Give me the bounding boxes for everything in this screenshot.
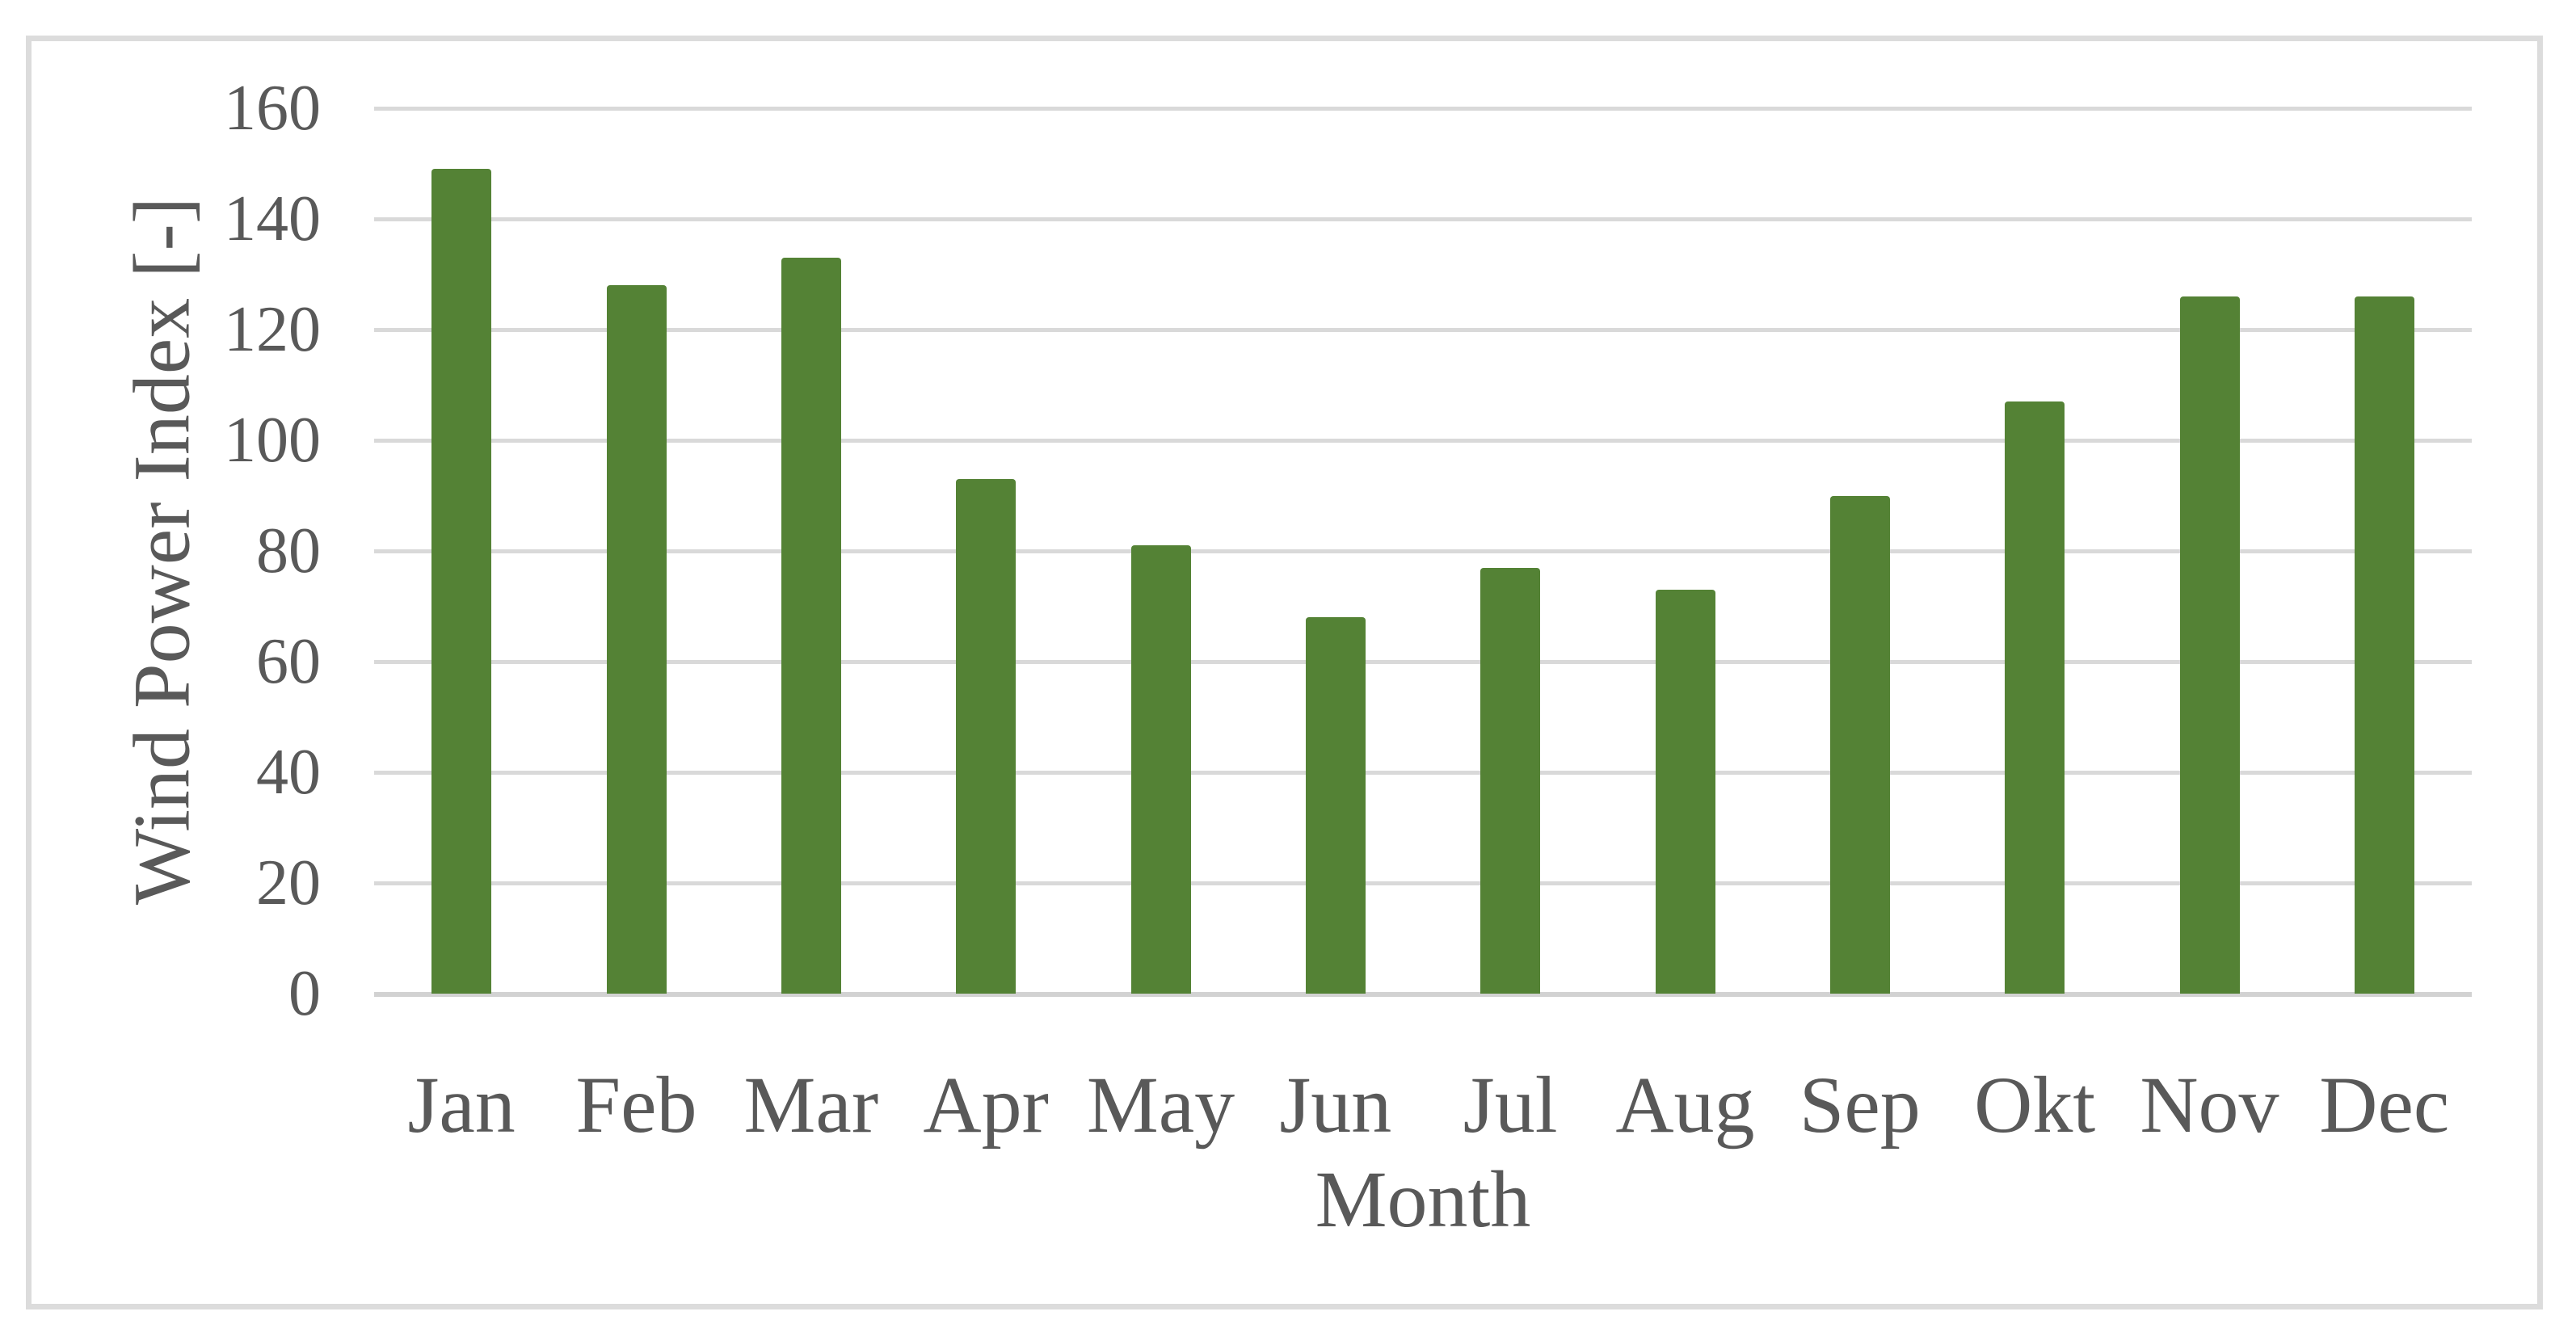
x-tick-label-jan: Jan: [407, 1060, 516, 1150]
bar-feb: [606, 285, 667, 994]
bar-aug: [1655, 589, 1715, 994]
y-tick-label-60: 60: [256, 626, 321, 697]
gridline-y-80: [374, 549, 2472, 553]
plot-area: [374, 107, 2472, 997]
x-axis-title: Month: [1315, 1154, 1531, 1244]
gridline-y-40: [374, 771, 2472, 775]
bar-okt: [2005, 401, 2065, 994]
y-tick-label-160: 160: [224, 73, 321, 144]
bar-jun: [1305, 617, 1366, 994]
figure-border: [26, 36, 2543, 1309]
bar-jan: [431, 169, 492, 994]
gridline-y-160: [374, 107, 2472, 111]
gridline-y-120: [374, 328, 2472, 332]
y-tick-label-20: 20: [256, 847, 321, 919]
x-tick-label-nov: Nov: [2140, 1060, 2279, 1150]
bar-jul: [1480, 567, 1541, 994]
gridline-y-20: [374, 881, 2472, 885]
x-tick-label-sep: Sep: [1799, 1060, 1921, 1150]
bar-may: [1130, 545, 1191, 994]
y-tick-label-140: 140: [224, 183, 321, 254]
gridline-y-140: [374, 217, 2472, 221]
x-tick-label-feb: Feb: [575, 1060, 697, 1150]
y-tick-label-40: 40: [256, 737, 321, 808]
bar-nov: [2179, 296, 2240, 994]
bar-mar: [781, 257, 841, 994]
bar-sep: [1829, 495, 1890, 994]
gridline-y-60: [374, 660, 2472, 664]
x-tick-label-dec: Dec: [2319, 1060, 2450, 1150]
x-axis-tick-labels: Jan Feb Mar Apr May Jun Jul Aug Sep Okt Nov Dec: [374, 1065, 2472, 1146]
x-tick-label-apr: Apr: [923, 1060, 1049, 1150]
y-tick-label-100: 100: [224, 405, 321, 476]
x-tick-label-jul: Jul: [1463, 1060, 1558, 1150]
x-tick-label-may: May: [1086, 1060, 1235, 1150]
bar-dec: [2354, 296, 2414, 994]
x-tick-label-jun: Jun: [1279, 1060, 1392, 1150]
gridline-y-100: [374, 439, 2472, 443]
y-tick-label-80: 80: [256, 515, 321, 586]
y-tick-label-120: 120: [224, 294, 321, 365]
x-tick-label-okt: Okt: [1974, 1060, 2096, 1150]
x-tick-label-mar: Mar: [743, 1060, 879, 1150]
gridline-y-0: [374, 992, 2472, 997]
y-tick-label-0: 0: [288, 958, 321, 1029]
bar-apr: [956, 478, 1017, 994]
x-tick-label-aug: Aug: [1615, 1060, 1755, 1150]
